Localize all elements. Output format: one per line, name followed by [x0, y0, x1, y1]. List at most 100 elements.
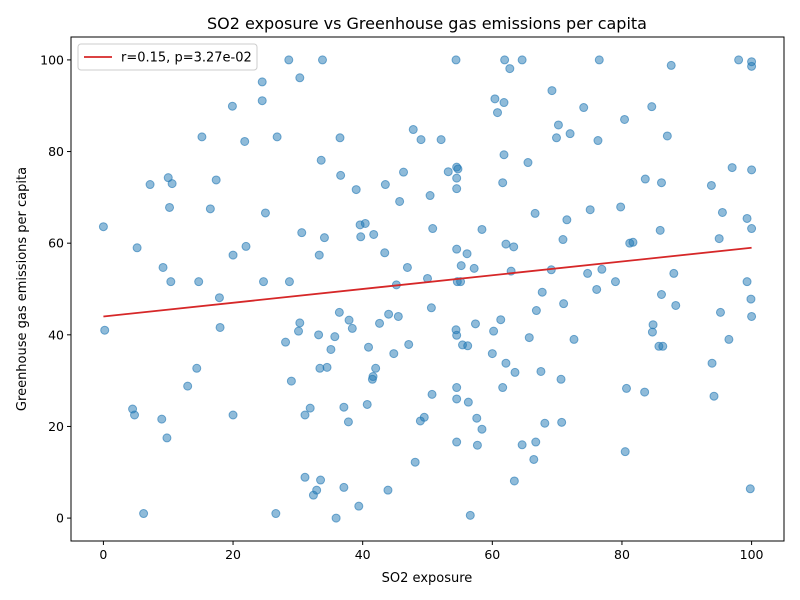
- data-point: [326, 344, 336, 354]
- data-point: [592, 284, 602, 294]
- data-point: [157, 414, 167, 424]
- data-point: [465, 510, 475, 520]
- data-point: [404, 339, 414, 349]
- data-point: [656, 290, 666, 299]
- data-point: [284, 55, 294, 65]
- data-point: [335, 133, 345, 143]
- data-point: [354, 501, 364, 511]
- data-point: [547, 86, 557, 96]
- points-layer: [98, 55, 757, 523]
- data-point: [300, 410, 310, 420]
- data-point: [463, 341, 473, 351]
- data-point: [427, 389, 437, 399]
- data-point: [443, 167, 453, 177]
- data-point: [331, 513, 341, 523]
- data-point: [166, 277, 176, 287]
- y-axis: 0 20 40 60 80 100: [40, 52, 71, 526]
- data-point: [551, 133, 561, 143]
- data-point: [384, 309, 394, 319]
- y-tick-label: 80: [48, 144, 64, 159]
- data-point: [647, 102, 657, 112]
- data-point: [130, 410, 140, 420]
- data-point: [228, 410, 238, 420]
- data-point: [579, 103, 589, 113]
- legend-entry: r=0.15, p=3.27e-02: [121, 51, 252, 66]
- data-point: [364, 342, 374, 352]
- data-point: [319, 233, 329, 243]
- data-point: [745, 484, 755, 494]
- data-point: [360, 218, 370, 228]
- data-point: [487, 349, 497, 359]
- data-point: [260, 208, 270, 218]
- x-tick-label: 100: [740, 547, 764, 562]
- fit-line: [103, 246, 752, 318]
- data-point: [727, 163, 737, 173]
- data-point: [344, 315, 354, 325]
- data-point: [343, 417, 353, 427]
- data-point: [452, 437, 462, 447]
- data-point: [295, 73, 305, 83]
- data-point: [305, 403, 315, 413]
- data-point: [380, 248, 390, 258]
- y-tick-label: 40: [48, 327, 64, 342]
- data-point: [197, 132, 207, 142]
- y-tick-label: 20: [48, 419, 64, 434]
- data-point: [706, 180, 716, 190]
- data-point: [662, 131, 672, 141]
- data-point: [620, 447, 630, 457]
- data-point: [472, 440, 482, 450]
- data-point: [628, 237, 638, 247]
- data-point: [707, 358, 717, 368]
- x-tick-label: 60: [484, 547, 500, 562]
- data-point: [647, 327, 657, 337]
- data-point: [640, 174, 650, 184]
- data-point: [297, 228, 307, 238]
- data-point: [393, 311, 403, 321]
- data-point: [531, 306, 541, 316]
- data-point: [462, 249, 472, 259]
- data-point: [658, 341, 668, 351]
- data-point: [257, 77, 267, 87]
- data-point: [339, 482, 349, 492]
- data-point: [493, 108, 502, 118]
- data-point: [399, 167, 409, 177]
- data-point: [747, 224, 757, 234]
- data-point: [314, 330, 324, 340]
- x-axis: 0 20 40 60 80 100: [99, 541, 764, 562]
- data-point: [734, 55, 744, 65]
- data-point: [562, 215, 572, 225]
- data-point: [271, 509, 281, 519]
- data-point: [559, 299, 569, 309]
- data-point: [666, 60, 676, 70]
- x-tick-label: 80: [614, 547, 630, 562]
- data-point: [452, 330, 462, 340]
- data-point: [470, 319, 480, 329]
- data-point: [498, 383, 508, 393]
- data-point: [593, 136, 603, 146]
- data-point: [610, 277, 620, 287]
- data-point: [452, 383, 462, 393]
- data-point: [314, 250, 324, 260]
- data-point: [98, 222, 108, 232]
- data-point: [452, 184, 462, 194]
- data-point: [317, 55, 327, 65]
- data-point: [408, 125, 418, 135]
- data-point: [453, 164, 463, 174]
- x-tick-label: 20: [225, 547, 241, 562]
- data-point: [395, 196, 405, 206]
- data-point: [714, 234, 724, 244]
- data-point: [742, 213, 752, 223]
- data-point: [558, 235, 568, 245]
- data-point: [139, 509, 149, 519]
- data-point: [715, 307, 725, 317]
- data-point: [316, 155, 326, 165]
- data-point: [369, 229, 379, 239]
- data-point: [529, 454, 539, 464]
- data-point: [428, 224, 438, 234]
- data-point: [477, 224, 487, 234]
- data-point: [537, 287, 547, 297]
- data-point: [389, 349, 399, 359]
- data-point: [330, 332, 340, 342]
- data-point: [351, 185, 361, 195]
- data-point: [489, 326, 499, 336]
